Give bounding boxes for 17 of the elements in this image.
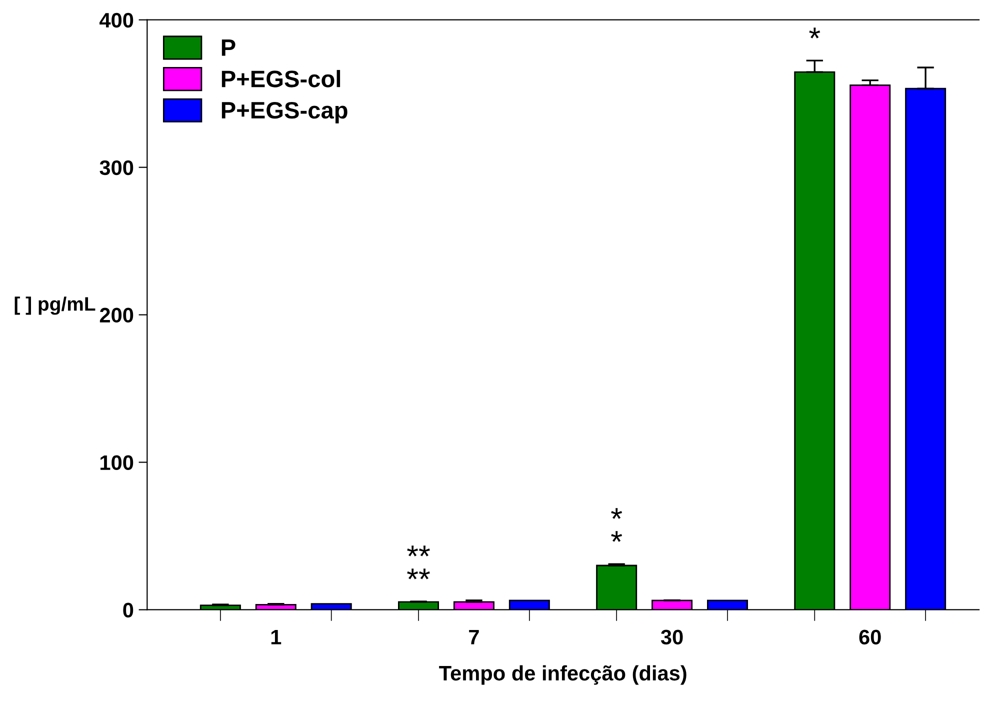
legend-label: P+EGS-col bbox=[222, 70, 340, 88]
y-axis-title: [ ] pg/mL bbox=[14, 296, 96, 315]
x-tick-label: 30 bbox=[660, 630, 683, 645]
x-axis-title: Tempo de infecção (dias) bbox=[439, 665, 686, 685]
legend-label: P bbox=[222, 39, 236, 56]
x-tick-label: 1 bbox=[271, 630, 282, 644]
annotation: * * bbox=[611, 508, 622, 542]
y-tick-label: 0 bbox=[123, 602, 134, 618]
y-tick-label: 300 bbox=[100, 160, 134, 176]
annotation: * bbox=[809, 28, 820, 38]
y-tick-label: 200 bbox=[100, 308, 134, 323]
annotation: ** ** bbox=[407, 546, 430, 580]
y-tick-label: 100 bbox=[100, 455, 134, 470]
x-tick-label: 7 bbox=[469, 630, 479, 644]
x-tick-label: 60 bbox=[859, 630, 881, 644]
y-tick-label: 400 bbox=[100, 12, 134, 28]
legend-label: P+EGS-cap bbox=[222, 102, 348, 124]
